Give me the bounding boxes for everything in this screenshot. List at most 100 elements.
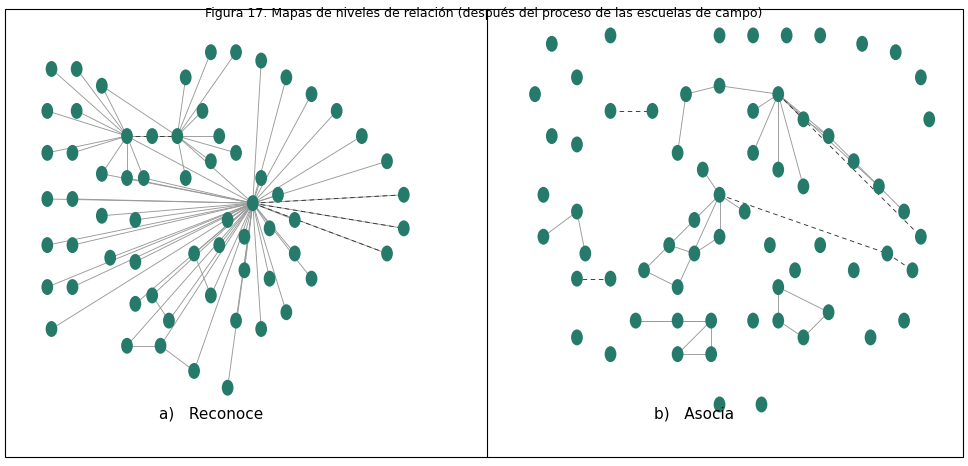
Ellipse shape [67,145,78,161]
Ellipse shape [546,128,558,144]
Ellipse shape [688,212,700,228]
Ellipse shape [96,208,107,224]
Ellipse shape [605,27,617,43]
Ellipse shape [663,237,675,253]
Ellipse shape [638,262,650,278]
Ellipse shape [605,346,617,362]
Ellipse shape [697,162,709,178]
Ellipse shape [238,262,251,278]
Ellipse shape [281,304,292,320]
Text: b)   Asocia: b) Asocia [654,406,735,421]
Ellipse shape [756,397,768,412]
Ellipse shape [42,279,53,295]
Ellipse shape [898,204,910,219]
Ellipse shape [281,69,292,85]
Ellipse shape [672,346,683,362]
Ellipse shape [713,27,725,43]
Ellipse shape [306,86,318,102]
Ellipse shape [823,128,834,144]
Ellipse shape [71,103,82,119]
Ellipse shape [398,220,409,236]
Ellipse shape [146,288,158,303]
Ellipse shape [42,145,53,161]
Ellipse shape [67,279,78,295]
Ellipse shape [713,78,725,94]
Ellipse shape [907,262,919,278]
Ellipse shape [630,313,642,329]
Ellipse shape [706,313,717,329]
Ellipse shape [180,170,192,186]
Ellipse shape [272,187,284,203]
Ellipse shape [155,338,166,354]
Ellipse shape [873,178,885,194]
Ellipse shape [130,254,141,270]
Ellipse shape [205,153,217,169]
Ellipse shape [137,170,150,186]
Ellipse shape [230,44,242,60]
Ellipse shape [798,111,809,127]
Ellipse shape [915,229,926,245]
Ellipse shape [188,246,200,261]
Ellipse shape [331,103,343,119]
Ellipse shape [848,262,860,278]
Ellipse shape [180,69,192,85]
Ellipse shape [222,380,233,396]
Ellipse shape [798,329,809,345]
Ellipse shape [205,44,217,60]
Ellipse shape [230,313,242,329]
Ellipse shape [288,246,301,261]
Ellipse shape [713,397,725,412]
Ellipse shape [256,53,267,69]
Ellipse shape [96,78,107,94]
Ellipse shape [814,237,826,253]
Ellipse shape [772,86,784,102]
Ellipse shape [713,229,725,245]
Ellipse shape [672,145,683,161]
Ellipse shape [197,103,208,119]
Ellipse shape [230,145,242,161]
Ellipse shape [42,103,53,119]
Ellipse shape [781,27,793,43]
Ellipse shape [864,329,876,345]
Ellipse shape [857,36,868,52]
Ellipse shape [356,128,368,144]
Ellipse shape [647,103,658,119]
Ellipse shape [121,128,133,144]
Ellipse shape [247,195,258,211]
Ellipse shape [306,271,318,287]
Ellipse shape [672,313,683,329]
Ellipse shape [205,288,217,303]
Ellipse shape [772,162,784,178]
Ellipse shape [67,191,78,207]
Ellipse shape [571,271,583,287]
Ellipse shape [923,111,935,127]
Ellipse shape [823,304,834,320]
Ellipse shape [121,170,133,186]
Ellipse shape [713,187,725,203]
Ellipse shape [238,229,251,245]
Ellipse shape [105,250,116,266]
Ellipse shape [915,69,926,85]
Ellipse shape [67,237,78,253]
Ellipse shape [222,212,233,228]
Ellipse shape [546,36,558,52]
Ellipse shape [96,166,107,182]
Ellipse shape [42,237,53,253]
Text: Figura 17. Mapas de niveles de relación (después del proceso de las escuelas de : Figura 17. Mapas de niveles de relación … [205,7,763,20]
Ellipse shape [772,279,784,295]
Ellipse shape [288,212,301,228]
Ellipse shape [529,86,541,102]
Ellipse shape [571,69,583,85]
Ellipse shape [848,153,860,169]
Ellipse shape [213,237,226,253]
Ellipse shape [45,61,57,77]
Ellipse shape [381,153,393,169]
Ellipse shape [121,338,133,354]
Ellipse shape [256,170,267,186]
Ellipse shape [263,271,276,287]
Ellipse shape [739,204,750,219]
Ellipse shape [672,279,683,295]
Ellipse shape [772,313,784,329]
Ellipse shape [188,363,200,379]
Ellipse shape [890,44,901,60]
